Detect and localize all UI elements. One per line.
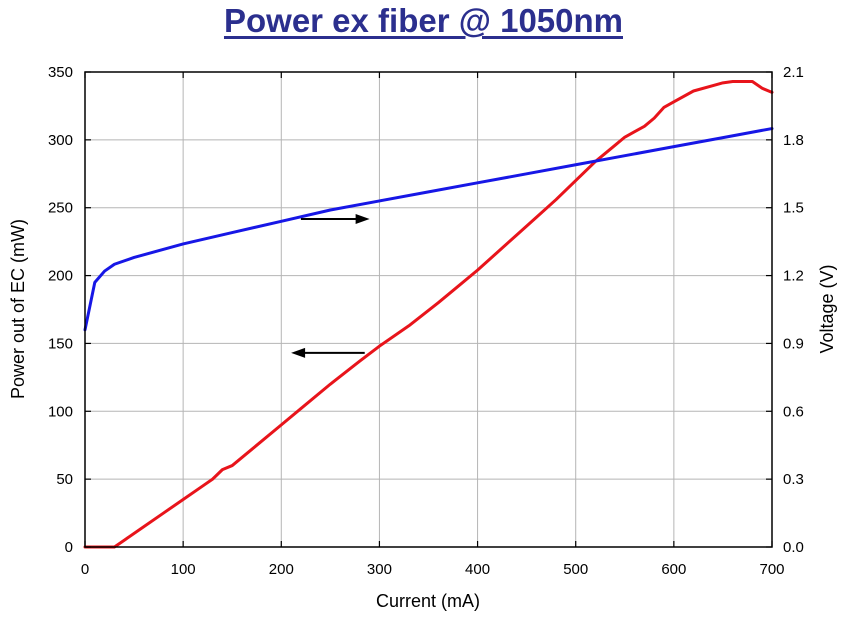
y-axis-label-left: Power out of EC (mW) [8,219,28,399]
arrow-to-left-axis [291,347,365,358]
plot-frame [84,71,773,548]
x-tick-label: 400 [465,561,490,578]
y-right-tick-label: 0.0 [783,539,804,556]
arrow-head [355,214,370,225]
series-layer [83,80,774,549]
y-left-tick-label: 350 [48,64,73,81]
x-tick-label: 200 [269,561,294,578]
x-tick-label: 700 [759,561,784,578]
annotation-layer [291,214,370,358]
x-tick-label: 100 [171,561,196,578]
voltage-series-line [83,127,774,332]
y-left-tick-label: 300 [48,132,73,149]
y-left-tick-label: 200 [48,268,73,285]
x-tick-label: 600 [661,561,686,578]
arrow-head [291,347,306,358]
x-tick-label: 300 [367,561,392,578]
chart-title: Power ex fiber @ 1050nm [223,2,623,39]
y-left-tick-label: 0 [65,539,73,556]
power-series-line [83,80,774,549]
tick-layer: 0 100 200 300 400 500 600 700 0 50 100 150 200 250 300… [48,64,804,578]
arrow-to-right-axis [300,214,370,225]
y-axis-label-right: Voltage (V) [817,264,837,353]
x-tick-label: 0 [81,561,89,578]
x-tick-label: 500 [563,561,588,578]
y-left-tick-label: 150 [48,335,73,352]
y-right-tick-label: 1.2 [783,268,804,285]
y-right-tick-label: 0.6 [783,403,804,420]
y-left-tick-label: 250 [48,200,73,217]
y-left-tick-label: 100 [48,403,73,420]
y-left-tick-label: 50 [56,471,73,488]
grid-lines [85,72,772,547]
y-right-tick-label: 0.3 [783,471,804,488]
y-right-tick-label: 0.9 [783,335,804,352]
y-right-tick-label: 1.5 [783,200,804,217]
plot-border [84,71,773,548]
x-axis-label: Current (mA) [376,591,480,611]
y-right-tick-label: 1.8 [783,132,804,149]
y-right-tick-label: 2.1 [783,64,804,81]
